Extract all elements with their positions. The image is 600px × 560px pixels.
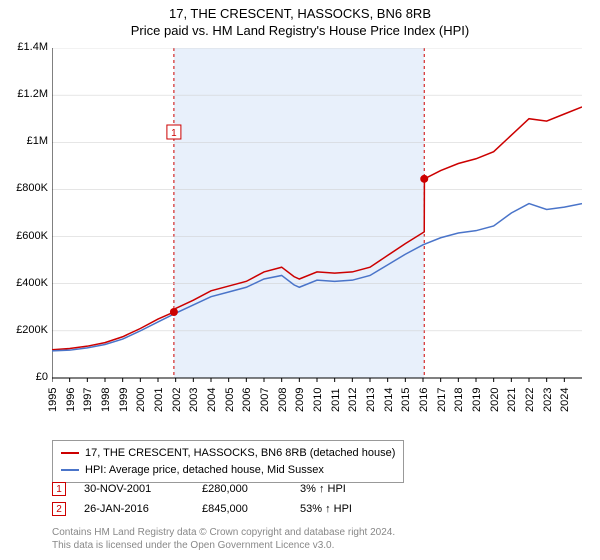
x-tick-label: 2016 [418,388,430,412]
y-tick-label: £600K [0,230,48,242]
footer: Contains HM Land Registry data © Crown c… [52,526,395,552]
x-tick-label: 2003 [188,388,200,412]
marker-date-0: 30-NOV-2001 [84,483,184,495]
x-tick-label: 2013 [365,388,377,412]
y-tick-label: £400K [0,277,48,289]
title-line1: 17, THE CRESCENT, HASSOCKS, BN6 8RB [0,6,600,21]
x-tick-label: 2022 [524,388,536,412]
x-tick-label: 2006 [241,388,253,412]
x-tick-label: 2007 [259,388,271,412]
x-tick-label: 2024 [559,388,571,412]
legend-label-0: 17, THE CRESCENT, HASSOCKS, BN6 8RB (det… [85,445,395,462]
x-tick-label: 2004 [206,388,218,412]
y-tick-label: £1.2M [0,88,48,100]
x-tick-label: 1997 [82,388,94,412]
x-tick-label: 1999 [118,388,130,412]
x-tick-label: 2010 [312,388,324,412]
x-tick-label: 2000 [135,388,147,412]
x-tick-label: 2008 [277,388,289,412]
x-tick-label: 2021 [506,388,518,412]
legend-swatch-1 [61,469,79,471]
x-tick-label: 2019 [471,388,483,412]
y-tick-label: £800K [0,182,48,194]
svg-text:1: 1 [171,128,177,139]
legend-label-1: HPI: Average price, detached house, Mid … [85,462,324,479]
x-tick-label: 2014 [383,388,395,412]
marker-pct-0: 3% ↑ HPI [300,483,400,495]
chart-area: 12 [52,48,582,398]
x-tick-label: 2001 [153,388,165,412]
x-tick-label: 1995 [47,388,59,412]
markers-table: 1 30-NOV-2001 £280,000 3% ↑ HPI 2 26-JAN… [52,482,400,522]
x-tick-label: 2020 [489,388,501,412]
legend-box: 17, THE CRESCENT, HASSOCKS, BN6 8RB (det… [52,440,404,483]
y-tick-label: £0 [0,371,48,383]
footer-line2: This data is licensed under the Open Gov… [52,539,395,552]
x-tick-label: 2018 [453,388,465,412]
legend-swatch-0 [61,452,79,454]
y-tick-label: £200K [0,324,48,336]
marker-row-0: 1 30-NOV-2001 £280,000 3% ↑ HPI [52,482,400,496]
footer-line1: Contains HM Land Registry data © Crown c… [52,526,395,539]
marker-price-1: £845,000 [202,503,282,515]
x-tick-label: 2017 [436,388,448,412]
title-line2: Price paid vs. HM Land Registry's House … [0,23,600,38]
legend-row-0: 17, THE CRESCENT, HASSOCKS, BN6 8RB (det… [61,445,395,462]
y-tick-label: £1.4M [0,41,48,53]
title-block: 17, THE CRESCENT, HASSOCKS, BN6 8RB Pric… [0,0,600,38]
x-tick-label: 1998 [100,388,112,412]
x-tick-label: 2002 [171,388,183,412]
marker-row-1: 2 26-JAN-2016 £845,000 53% ↑ HPI [52,502,400,516]
chart-container: 17, THE CRESCENT, HASSOCKS, BN6 8RB Pric… [0,0,600,560]
x-tick-label: 2011 [330,388,342,412]
marker-date-1: 26-JAN-2016 [84,503,184,515]
x-tick-label: 2005 [224,388,236,412]
marker-price-0: £280,000 [202,483,282,495]
x-tick-label: 2015 [400,388,412,412]
marker-badge-1: 1 [52,482,66,496]
x-tick-label: 2009 [294,388,306,412]
legend-row-1: HPI: Average price, detached house, Mid … [61,462,395,479]
marker-pct-1: 53% ↑ HPI [300,503,400,515]
x-tick-label: 2012 [347,388,359,412]
chart-svg: 12 [52,48,582,398]
y-tick-label: £1M [0,135,48,147]
marker-badge-2: 2 [52,502,66,516]
x-tick-label: 2023 [542,388,554,412]
x-tick-label: 1996 [65,388,77,412]
